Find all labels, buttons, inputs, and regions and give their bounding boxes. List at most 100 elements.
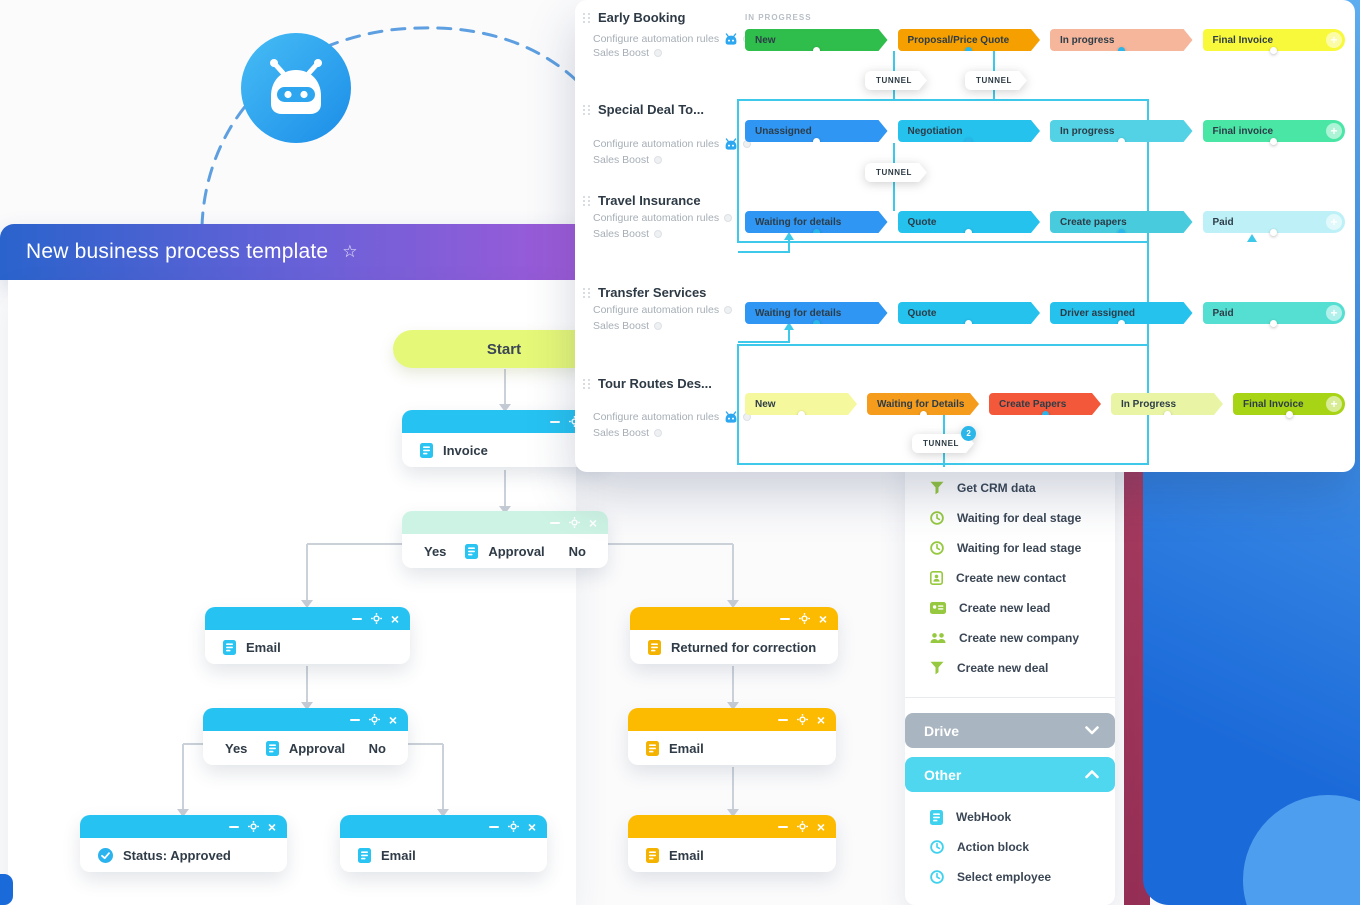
sidebar-item[interactable]: Create new contact xyxy=(905,563,1115,593)
favorite-star-icon[interactable]: ☆ xyxy=(342,242,358,261)
settings-button[interactable] xyxy=(798,613,810,624)
approval-no-label[interactable]: No xyxy=(568,543,586,559)
add-stage-button[interactable]: + xyxy=(1326,305,1342,321)
sales-boost-link[interactable]: Sales Boost xyxy=(593,47,663,59)
tunnel-chip[interactable]: TUNNEL xyxy=(865,71,927,90)
stage-chip[interactable]: Paid + xyxy=(1202,302,1345,327)
close-button[interactable]: × xyxy=(388,711,397,728)
minimize-button[interactable] xyxy=(777,718,788,721)
stage-chip[interactable]: Create Papers xyxy=(989,393,1101,415)
settings-button[interactable] xyxy=(507,821,519,832)
tunnel-connectors xyxy=(575,0,1355,472)
approval-yes-label[interactable]: Yes xyxy=(424,543,447,559)
stage-chip[interactable]: Final invoice + xyxy=(1202,120,1345,145)
node-titlebar: × xyxy=(80,815,287,838)
drive-section-header[interactable]: Drive xyxy=(905,713,1115,748)
stage-chip[interactable]: Quote xyxy=(898,211,1041,233)
stage-chip[interactable]: Waiting for details xyxy=(745,211,888,233)
settings-button[interactable] xyxy=(370,613,382,624)
connector-seg xyxy=(788,330,790,342)
add-stage-button[interactable]: + xyxy=(1326,123,1342,139)
approval-no-label[interactable]: No xyxy=(368,740,386,756)
drag-handle-icon[interactable] xyxy=(583,378,591,389)
add-stage-button[interactable]: + xyxy=(1326,396,1342,412)
tunnel-chip[interactable]: TUNNEL xyxy=(965,71,1027,90)
settings-button[interactable] xyxy=(247,821,259,832)
node-email1[interactable]: × Email xyxy=(205,607,410,664)
sales-boost-link[interactable]: Sales Boost xyxy=(593,427,663,439)
sidebar-item[interactable]: Get CRM data xyxy=(905,473,1115,503)
stage-chip[interactable]: Driver assigned xyxy=(1050,302,1193,324)
close-button[interactable]: × xyxy=(818,610,827,627)
settings-button[interactable] xyxy=(796,821,808,832)
sidebar-item[interactable]: Create new lead xyxy=(905,593,1115,623)
stage-chip[interactable]: Final Invoice + xyxy=(1233,393,1345,418)
sidebar-item-label: Create new contact xyxy=(956,571,1067,585)
stage-chip[interactable]: Waiting for details xyxy=(745,302,888,324)
stage-chip[interactable]: Paid + xyxy=(1202,211,1345,236)
node-email4[interactable]: × Email xyxy=(628,815,836,872)
close-button[interactable]: × xyxy=(390,610,399,627)
minimize-button[interactable] xyxy=(228,825,239,828)
node-status[interactable]: × Status: Approved xyxy=(80,815,287,872)
sales-boost-link[interactable]: Sales Boost xyxy=(593,320,663,332)
tunnel-chip[interactable]: TUNNEL xyxy=(865,163,927,182)
close-button[interactable]: × xyxy=(588,514,597,531)
other-section-header[interactable]: Other xyxy=(905,757,1115,792)
configure-automation-link[interactable]: Configure automation rules xyxy=(593,212,733,224)
sales-boost-link[interactable]: Sales Boost xyxy=(593,228,663,240)
node-approval1[interactable]: × Yes Approval No xyxy=(402,511,608,568)
sales-boost-link[interactable]: Sales Boost xyxy=(593,154,663,166)
add-stage-button[interactable]: + xyxy=(1326,32,1342,48)
sidebar-item[interactable]: Waiting for deal stage xyxy=(905,503,1115,533)
close-button[interactable]: × xyxy=(267,818,276,835)
settings-button[interactable] xyxy=(796,714,808,725)
stage-chip[interactable]: Waiting for Details xyxy=(867,393,979,415)
sidebar-item[interactable]: Create new company xyxy=(905,623,1115,653)
sidebar-item[interactable]: Waiting for lead stage xyxy=(905,533,1115,563)
stage-chip[interactable]: In progress xyxy=(1050,29,1193,51)
stage-chip[interactable]: Proposal/Price Quote xyxy=(898,29,1041,51)
minimize-button[interactable] xyxy=(549,420,560,423)
minimize-button[interactable] xyxy=(777,825,788,828)
drag-handle-icon[interactable] xyxy=(583,287,591,298)
close-button[interactable]: × xyxy=(816,711,825,728)
pipelines-panel: IN PROGRESS Early Booking Configure autom… xyxy=(575,0,1355,472)
node-label: Status: Approved xyxy=(123,847,231,863)
connector-seg xyxy=(738,341,790,343)
configure-automation-link[interactable]: Configure automation rules xyxy=(593,411,752,423)
settings-button[interactable] xyxy=(368,714,380,725)
stage-chip[interactable]: Final Invoice + xyxy=(1202,29,1345,54)
approval-yes-label[interactable]: Yes xyxy=(225,740,248,756)
stage-chip[interactable]: In Progress xyxy=(1111,393,1223,415)
node-invoice[interactable]: ×Invoice xyxy=(402,410,608,467)
sidebar-item[interactable]: WebHook xyxy=(905,802,1115,832)
stage-chip[interactable]: Negotiation xyxy=(898,120,1041,142)
stage-chip[interactable]: New xyxy=(745,393,857,415)
stage-chip[interactable]: New xyxy=(745,29,888,51)
minimize-button[interactable] xyxy=(779,617,790,620)
stage-chip[interactable]: Create papers xyxy=(1050,211,1193,233)
minimize-button[interactable] xyxy=(549,521,560,524)
drag-handle-icon[interactable] xyxy=(583,12,591,23)
stage-chip[interactable]: Quote xyxy=(898,302,1041,324)
node-approval2[interactable]: × Yes Approval No xyxy=(203,708,408,765)
stage-chip[interactable]: Unassigned xyxy=(745,120,888,142)
node-returned[interactable]: × Returned for correction xyxy=(630,607,838,664)
tunnel-chip[interactable]: TUNNEL 2 xyxy=(912,426,977,453)
close-button[interactable]: × xyxy=(816,818,825,835)
minimize-button[interactable] xyxy=(351,617,362,620)
minimize-button[interactable] xyxy=(488,825,499,828)
sidebar-item[interactable]: Select employee xyxy=(905,862,1115,892)
node-email2[interactable]: × Email xyxy=(628,708,836,765)
minimize-button[interactable] xyxy=(349,718,360,721)
node-email3[interactable]: × Email xyxy=(340,815,547,872)
close-button[interactable]: × xyxy=(527,818,536,835)
configure-automation-link[interactable]: Configure automation rules xyxy=(593,304,733,316)
settings-button[interactable] xyxy=(568,517,580,528)
stage-chip[interactable]: In progress xyxy=(1050,120,1193,142)
sidebar-item[interactable]: Action block xyxy=(905,832,1115,862)
sidebar-item[interactable]: Create new deal xyxy=(905,653,1115,683)
add-stage-button[interactable]: + xyxy=(1326,214,1342,230)
configure-automation-link[interactable]: Configure automation rules xyxy=(593,138,752,150)
